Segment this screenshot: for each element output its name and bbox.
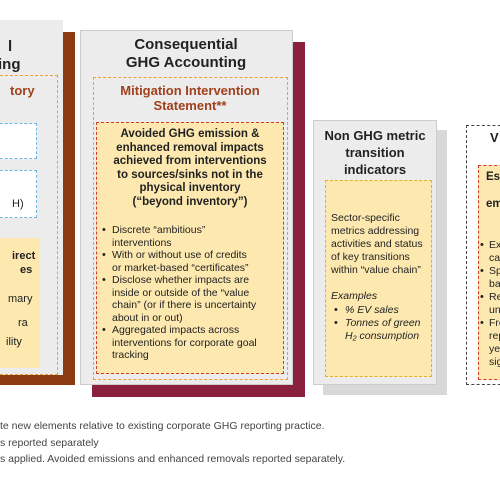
bullet-text: interventions for corporate goal [112,336,257,349]
non-ghg-yellow [325,180,432,377]
text: activities and status [331,238,423,250]
bullet: • [102,324,106,336]
panel-title: Consequential [134,36,238,53]
left-yellow [0,238,40,368]
bullet-text: or market-based “certificates” [112,261,249,274]
text: metrics addressing [331,225,420,237]
bullet-text: inside or outside of the “value [112,286,250,299]
footnote: s reported separately [0,436,99,449]
panel-title: V [490,130,499,145]
bullet-text: cat [489,252,500,264]
heading: Est [486,171,500,183]
bullet: • [480,239,484,251]
example-text: H₂ consumption [345,330,420,342]
bullet-text: un [489,304,500,316]
panel-title: indicators [343,162,407,177]
example-text: % EV sales [345,304,399,316]
bullet-text: sig [489,356,500,368]
panel-title: l [8,38,13,55]
bullet-text: tracking [112,349,149,361]
text: Sector-specific [331,212,400,224]
bullet: • [334,317,338,329]
bullet-text: ye [489,343,500,355]
bullet-text: Disclose whether impacts are [112,274,250,286]
bullet: • [102,224,106,236]
consequential-dashed [93,77,288,380]
bullet-text: Fre [489,317,500,329]
bullet: • [334,304,338,316]
bullet: • [480,265,484,277]
panel-title: GHG Accounting [125,54,247,71]
heading: achieved from interventions [113,155,267,167]
heading: enhanced removal impacts [116,141,264,154]
bullet-text: Discrete “ambitious” [112,224,206,236]
left-box [0,170,37,218]
panel-title: Non GHG metric [324,128,426,143]
consequential-yellow [96,122,284,374]
section-title: tory [10,83,35,98]
bullet-text: Ex [489,239,500,251]
text: within “value chain” [331,264,421,276]
bullet-text: rep [489,330,500,342]
text: of key transitions [331,251,410,263]
panel-title: transition [345,145,405,160]
footnote: s applied. Avoided emissions and enhance… [0,453,346,465]
bullet-text: Sp [489,265,500,277]
bullet: • [480,317,484,329]
bullet: • [102,249,106,261]
text: H) [12,198,24,210]
heading: to sources/sinks not in the [117,168,263,181]
section-title: Mitigation Intervention [120,83,260,98]
right-yellow [478,165,500,380]
panel-title: ing [0,56,21,73]
text: ra [18,317,28,329]
bullet-text: Aggregated impacts across [112,324,240,336]
bullet-text: chain” (or if there is uncertainty [112,299,257,311]
bullet: • [102,274,106,286]
bullet-text: Re [489,291,500,303]
heading: (“beyond inventory”) [132,195,248,208]
examples-label: Examples [331,290,378,302]
heading: em [486,198,500,210]
bullet-text: ba [489,278,500,290]
section-title: Statement** [153,98,227,113]
example-text: Tonnes of green [345,317,421,329]
heading: physical inventory [139,182,241,194]
bullet-text: interventions [112,236,172,249]
bullet-text: about in or out) [112,311,183,324]
heading: Avoided GHG emission & [120,128,260,140]
left-dashed [0,75,58,375]
bullet-text: With or without use of credits [112,249,247,261]
text: es [20,264,33,276]
text: mary [8,293,33,305]
text: ility [6,336,22,348]
footnote: te new elements relative to existing cor… [0,420,325,432]
text: irect [12,250,36,262]
left-box [0,123,37,159]
bullet: • [480,291,484,303]
